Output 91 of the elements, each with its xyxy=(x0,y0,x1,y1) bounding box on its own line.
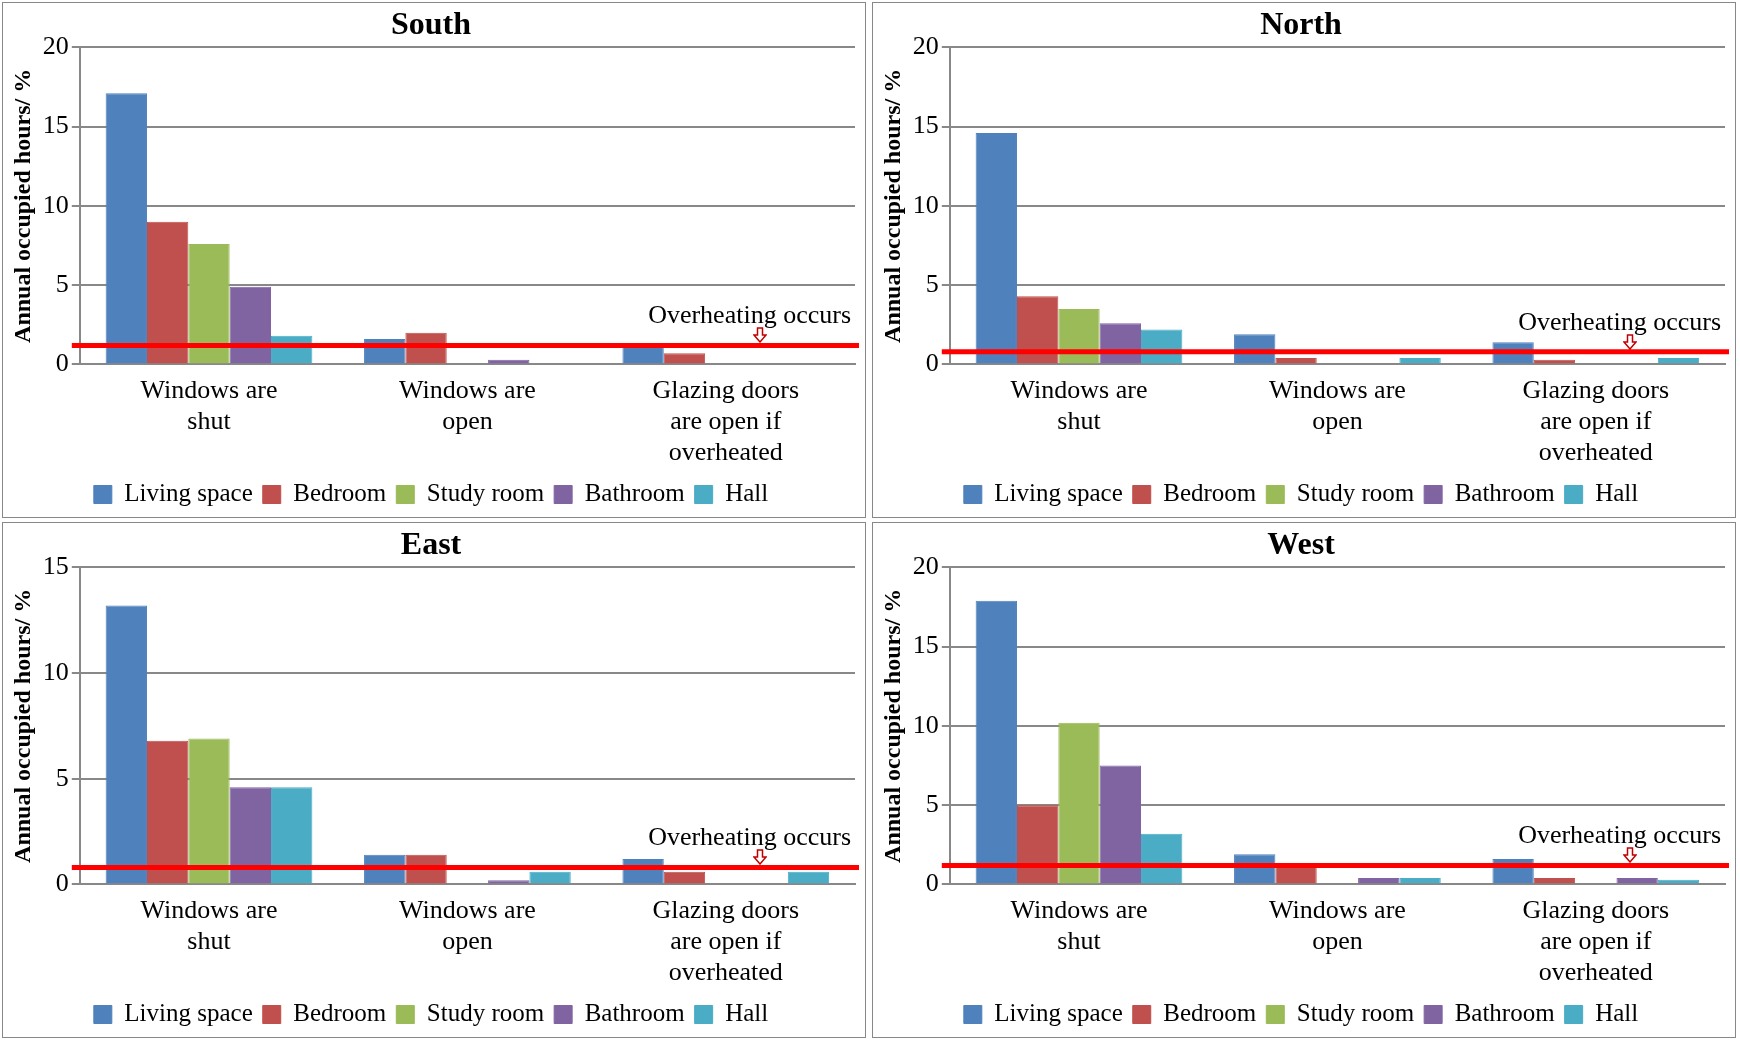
legend-label: Hall xyxy=(725,479,769,507)
bar xyxy=(787,871,830,884)
chart-title: South xyxy=(390,5,472,42)
ref-line-label: Overheating occurs xyxy=(648,822,851,852)
legend-label: Bedroom xyxy=(1163,479,1257,507)
bar xyxy=(1616,878,1658,884)
legend-label: Bathroom xyxy=(1454,479,1556,507)
y-tick-label: 0 xyxy=(55,868,69,898)
legend-label: Living space xyxy=(994,479,1123,507)
legend-label: Living space xyxy=(994,999,1123,1027)
x-tick-label: Glazing doors are open if overheated xyxy=(652,374,800,467)
bar xyxy=(1399,358,1441,364)
x-tick-label: Glazing doors are open if overheated xyxy=(1522,894,1670,987)
bar xyxy=(1399,878,1441,884)
legend-label: Hall xyxy=(1595,479,1639,507)
x-tick-label: Windows are shut xyxy=(140,894,278,956)
bar xyxy=(188,738,230,884)
legend-label: Study room xyxy=(426,999,545,1027)
y-tick-label: 20 xyxy=(42,31,69,61)
legend-label: Study room xyxy=(426,479,545,507)
legend-label: Study room xyxy=(1296,999,1415,1027)
bar xyxy=(1099,765,1142,884)
y-tick-label: 5 xyxy=(925,268,939,298)
y-tick-label: 15 xyxy=(42,551,69,581)
legend-label: Bedroom xyxy=(293,479,387,507)
bar xyxy=(229,787,272,884)
legend-label: Bathroom xyxy=(584,479,686,507)
bar xyxy=(1016,296,1059,364)
legend-label: Bathroom xyxy=(584,999,686,1027)
x-tick-label: Windows are shut xyxy=(1010,374,1148,436)
y-axis-title: Annual occupied hours/ % xyxy=(878,588,905,863)
bar xyxy=(1358,878,1400,884)
y-tick-label: 20 xyxy=(912,31,939,61)
x-tick-label: Windows are open xyxy=(1268,894,1406,956)
bar xyxy=(663,353,706,364)
ref-line-label: Overheating occurs xyxy=(1518,306,1721,336)
y-tick-label: 5 xyxy=(55,762,69,792)
legend-label: Living space xyxy=(124,999,253,1027)
bar xyxy=(1058,308,1100,364)
legend-label: Bathroom xyxy=(1454,999,1556,1027)
y-tick-label: 0 xyxy=(925,348,939,378)
legend-label: Bedroom xyxy=(1163,999,1257,1027)
ref-line-label: Overheating occurs xyxy=(1518,820,1721,850)
bar xyxy=(1058,722,1100,884)
bar xyxy=(105,93,147,364)
legend-label: Hall xyxy=(725,999,769,1027)
x-tick-label: Windows are open xyxy=(398,374,536,436)
x-tick-label: Windows are shut xyxy=(140,374,278,436)
bar xyxy=(975,132,1017,364)
x-tick-label: Windows are open xyxy=(1268,374,1406,436)
y-tick-label: 20 xyxy=(912,551,939,581)
legend-label: Bedroom xyxy=(293,999,387,1027)
y-axis-title: Annual occupied hours/ % xyxy=(8,68,35,343)
y-tick-label: 10 xyxy=(912,709,939,739)
bar xyxy=(663,871,706,884)
legend-label: Study room xyxy=(1296,479,1415,507)
bar xyxy=(1657,358,1700,364)
x-tick-label: Glazing doors are open if overheated xyxy=(1522,374,1670,467)
y-tick-label: 15 xyxy=(912,110,939,140)
x-tick-label: Glazing doors are open if overheated xyxy=(652,894,800,987)
bar xyxy=(229,286,272,364)
y-tick-label: 0 xyxy=(55,348,69,378)
chart-title: East xyxy=(400,525,462,562)
chart-title: West xyxy=(1267,525,1336,562)
bar xyxy=(146,740,189,884)
legend-label: Hall xyxy=(1595,999,1639,1027)
y-tick-label: 5 xyxy=(925,788,939,818)
x-tick-label: Windows are shut xyxy=(1010,894,1148,956)
bar xyxy=(1016,805,1059,884)
y-tick-label: 5 xyxy=(55,268,69,298)
bar xyxy=(271,787,313,884)
y-tick-label: 10 xyxy=(912,189,939,219)
y-axis-title: Annual occupied hours/ % xyxy=(8,588,35,863)
y-tick-label: 15 xyxy=(912,630,939,660)
bar xyxy=(1275,866,1317,884)
bar xyxy=(188,243,230,364)
bar xyxy=(975,600,1017,884)
y-tick-label: 0 xyxy=(925,868,939,898)
bar xyxy=(1275,358,1317,364)
x-tick-label: Windows are open xyxy=(398,894,536,956)
y-tick-label: 10 xyxy=(42,656,69,686)
y-axis-title: Annual occupied hours/ % xyxy=(878,68,905,343)
ref-line-label: Overheating occurs xyxy=(648,300,851,330)
legend-label: Living space xyxy=(124,479,253,507)
bar xyxy=(105,605,147,884)
bar xyxy=(1533,878,1576,884)
y-tick-label: 15 xyxy=(42,110,69,140)
bar xyxy=(529,871,571,884)
chart-title: North xyxy=(1260,5,1343,42)
bar xyxy=(146,221,189,364)
y-tick-label: 10 xyxy=(42,189,69,219)
